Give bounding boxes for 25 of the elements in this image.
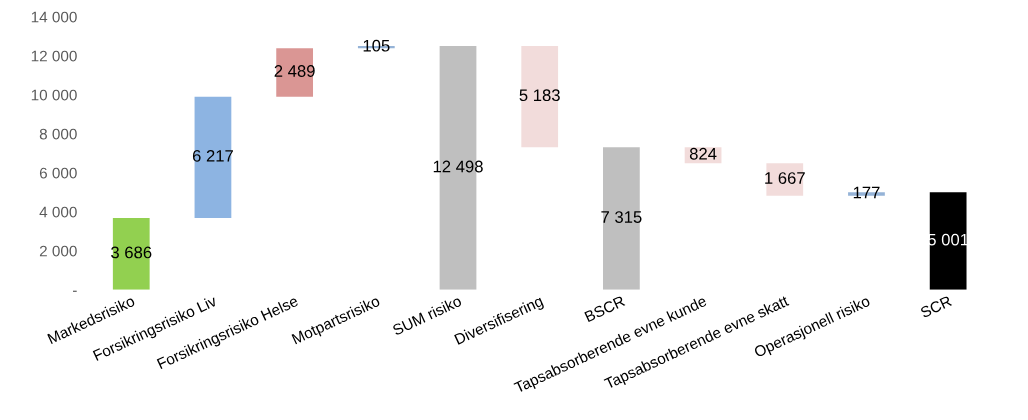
y-tick-label: 8 000: [39, 128, 77, 140]
bar: [521, 46, 559, 148]
bar: [112, 217, 150, 290]
y-tick-label: 14 000: [31, 11, 77, 23]
data-label: 5 183: [519, 89, 560, 102]
y-tick-label: 6 000: [39, 167, 77, 179]
y-tick-label: -: [72, 290, 77, 292]
y-tick-label: 4 000: [39, 206, 77, 218]
bar: [194, 96, 232, 218]
x-tick-label: SCR: [919, 295, 953, 319]
y-tick-label: 12 000: [31, 50, 77, 62]
y-tick-label: 10 000: [31, 89, 77, 101]
bar: [766, 163, 804, 196]
bar: [276, 48, 314, 97]
data-label: 177: [853, 186, 880, 199]
data-label: 1 667: [765, 172, 805, 184]
data-label: 7 315: [601, 211, 642, 223]
data-label: 824: [689, 147, 717, 160]
data-label: 12 498: [433, 160, 483, 173]
bar: [603, 147, 640, 290]
data-label: 6 217: [192, 149, 233, 162]
data-label: 2 489: [274, 65, 315, 77]
bar: [929, 192, 967, 290]
y-tick-label: 2 000: [39, 245, 77, 257]
data-label: 105: [363, 39, 390, 52]
